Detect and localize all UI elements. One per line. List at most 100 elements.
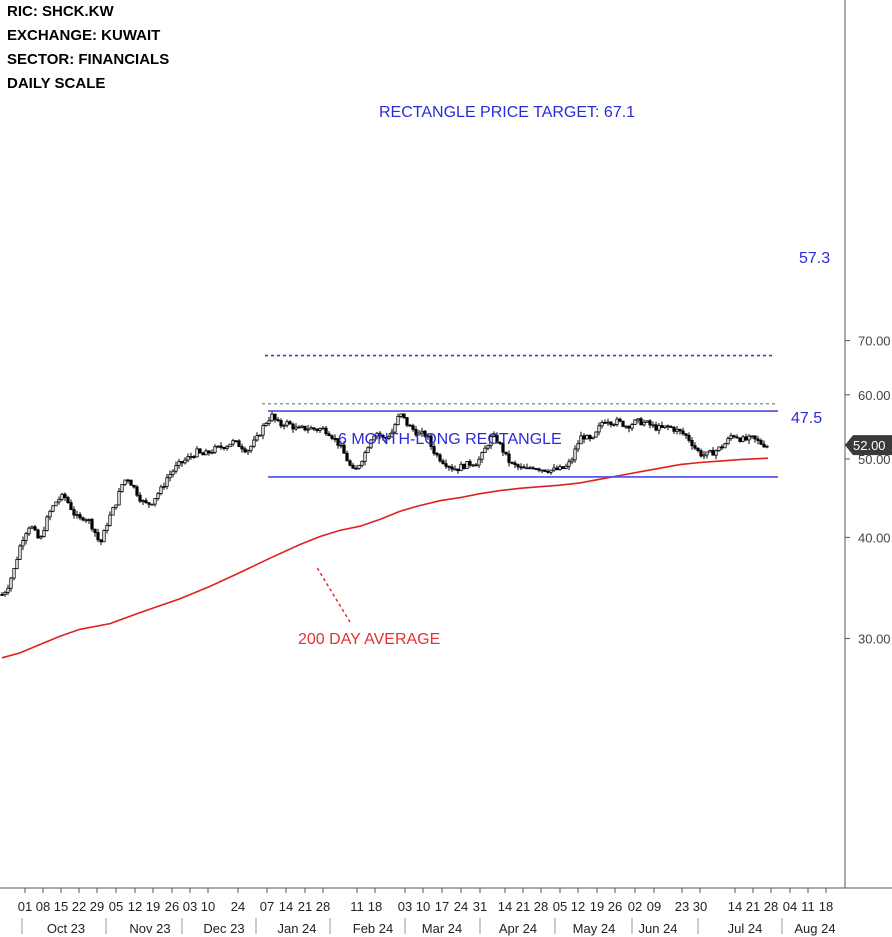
candle xyxy=(267,416,271,427)
ma-200-line xyxy=(1,457,769,659)
candle-body xyxy=(555,467,559,471)
candle-body xyxy=(288,421,292,425)
candle xyxy=(273,413,277,423)
candle-body xyxy=(681,430,685,435)
candle xyxy=(177,458,181,469)
candle xyxy=(483,445,487,454)
x-day-label: 10 xyxy=(416,899,430,914)
x-day-label: 11 xyxy=(801,899,815,914)
candle-body xyxy=(444,463,448,467)
y-tick-label: 30.00 xyxy=(858,632,891,647)
candle xyxy=(87,518,91,524)
candle xyxy=(513,460,517,469)
candle-body xyxy=(162,486,166,488)
candle xyxy=(669,425,673,428)
candle xyxy=(132,484,136,489)
candle xyxy=(720,444,724,451)
candle xyxy=(675,426,679,435)
candle-body xyxy=(468,461,472,466)
candle-body xyxy=(30,526,34,529)
candle-body xyxy=(243,448,247,453)
x-day-label: 09 xyxy=(647,899,661,914)
candle xyxy=(660,421,664,429)
candle-body xyxy=(327,433,331,437)
candle-body xyxy=(234,440,238,443)
candle xyxy=(621,420,625,428)
candle-body xyxy=(480,452,484,460)
candle-body xyxy=(171,470,175,475)
ma-pointer-line xyxy=(315,565,351,623)
candle xyxy=(39,535,43,540)
candle-body xyxy=(0,594,4,596)
candle xyxy=(492,431,496,438)
candle-body xyxy=(579,435,583,445)
candle-body xyxy=(633,419,637,425)
candle xyxy=(690,437,694,450)
candle xyxy=(21,536,25,551)
candle xyxy=(69,499,73,511)
candle xyxy=(231,438,235,447)
y-axis: 30.00 40.00 50.00 60.00 70.00 xyxy=(0,0,892,889)
candle-body xyxy=(351,464,355,469)
x-day-label: 03 xyxy=(398,899,412,914)
candle xyxy=(381,433,385,441)
candle xyxy=(402,413,406,420)
candle xyxy=(651,421,655,428)
candle-body xyxy=(465,461,469,469)
candle xyxy=(543,469,547,473)
x-day-label: 24 xyxy=(454,899,468,914)
candle xyxy=(615,416,619,427)
candle xyxy=(102,529,106,543)
candle-body xyxy=(588,435,592,440)
candle xyxy=(48,509,52,521)
candle xyxy=(135,484,139,497)
x-day-label: 03 xyxy=(183,899,197,914)
candle xyxy=(597,422,601,436)
candle-body xyxy=(90,519,94,530)
x-day-label: 26 xyxy=(608,899,622,914)
candle xyxy=(90,517,94,532)
candle xyxy=(297,425,301,429)
candle xyxy=(222,446,226,451)
candle-body xyxy=(387,436,391,439)
candle xyxy=(243,446,247,454)
candle-body xyxy=(687,434,691,441)
upper-boundary-value: 57.3 xyxy=(799,250,831,267)
candle-body xyxy=(765,445,769,448)
candle xyxy=(663,425,667,429)
candle xyxy=(729,432,733,441)
candle xyxy=(618,417,622,423)
candle-body xyxy=(429,435,433,447)
candle-body xyxy=(72,509,76,516)
candle xyxy=(9,576,13,592)
x-day-label: 12 xyxy=(128,899,142,914)
candle-body xyxy=(450,466,454,470)
candle-body xyxy=(63,493,67,498)
candle-body xyxy=(372,435,376,441)
candle xyxy=(504,451,508,456)
candle xyxy=(363,450,367,466)
candle-body xyxy=(204,450,208,456)
candle xyxy=(264,421,268,427)
candle xyxy=(375,431,379,440)
candle-body xyxy=(678,428,682,432)
candle-body xyxy=(669,426,673,428)
candle-body xyxy=(408,424,412,427)
candlestick-series xyxy=(0,411,769,597)
candle-body xyxy=(720,446,724,449)
candle-body xyxy=(135,486,139,496)
candle-body xyxy=(81,517,85,521)
candle xyxy=(342,441,346,454)
candle-body xyxy=(654,424,658,431)
candle-body xyxy=(285,421,289,426)
candle-body xyxy=(114,504,118,508)
candle xyxy=(453,465,457,471)
x-day-label: 24 xyxy=(231,899,245,914)
candle-body xyxy=(150,503,154,506)
candle xyxy=(333,434,337,443)
candle xyxy=(306,424,310,434)
candle-body xyxy=(132,484,136,488)
x-month-label: Aug 24 xyxy=(794,921,835,936)
candle-body xyxy=(489,436,493,447)
candle-body xyxy=(711,450,715,456)
